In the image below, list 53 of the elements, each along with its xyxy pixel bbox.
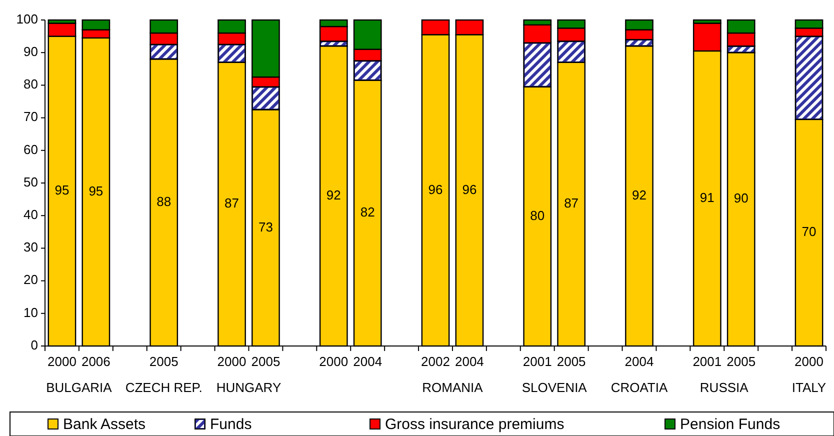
y-tick-label: 20 bbox=[24, 272, 38, 288]
text: CZECH REP. bbox=[125, 380, 202, 395]
x-tick-label: 2005 bbox=[556, 354, 586, 369]
data-label: 95 bbox=[54, 182, 70, 198]
x-tick-label: 2000 bbox=[217, 354, 246, 369]
legend-label: Funds bbox=[210, 416, 252, 433]
text: HUNGARY bbox=[216, 380, 282, 395]
data-label: 87 bbox=[224, 196, 239, 211]
text: RUSSIA bbox=[700, 380, 749, 395]
x-tick-label: 2004 bbox=[454, 354, 484, 369]
y-tick-label: 80 bbox=[24, 76, 38, 92]
data-label: 73 bbox=[258, 219, 273, 234]
data-label: 96 bbox=[428, 182, 443, 197]
y-tick-label: 40 bbox=[24, 207, 38, 222]
data-label: 92 bbox=[326, 187, 341, 202]
x-tick-label: 2002 bbox=[421, 354, 450, 369]
y-tick-label: 50 bbox=[24, 174, 38, 190]
y-tick-label: 100 bbox=[16, 11, 38, 26]
x-tick-label: 2004 bbox=[353, 354, 382, 369]
x-tick-label: 2005 bbox=[251, 354, 280, 369]
x-tick-label: 2006 bbox=[81, 354, 110, 369]
text: BULGARIA bbox=[46, 380, 112, 395]
data-label: 92 bbox=[632, 187, 646, 202]
x-tick-label: 2005 bbox=[149, 354, 178, 369]
data-label: 80 bbox=[530, 208, 545, 223]
data-label: 88 bbox=[156, 194, 172, 209]
legend-label: Bank Assets bbox=[63, 416, 146, 433]
y-tick-label: 30 bbox=[24, 240, 38, 255]
data-label: 82 bbox=[360, 204, 375, 220]
data-label: 87 bbox=[564, 196, 579, 211]
x-tick-label: 2000 bbox=[48, 354, 76, 369]
data-label: 91 bbox=[700, 190, 714, 205]
data-label: 95 bbox=[88, 183, 104, 198]
y-tick-label: 70 bbox=[24, 109, 38, 124]
y-tick-label: 90 bbox=[24, 44, 38, 60]
y-tick-label: 0 bbox=[30, 337, 38, 352]
x-tick-label: 2000 bbox=[319, 354, 348, 369]
text: ROMANIA bbox=[422, 380, 484, 395]
x-tick-label: 2001 bbox=[522, 354, 552, 369]
text: CROATIA bbox=[610, 380, 668, 395]
data-label: 90 bbox=[734, 190, 748, 206]
x-tick-label: 2005 bbox=[726, 354, 756, 369]
legend-label: Gross insurance premiums bbox=[385, 416, 564, 433]
y-tick-label: 60 bbox=[24, 142, 38, 157]
text: ITALY bbox=[792, 380, 826, 395]
data-label: 96 bbox=[462, 182, 477, 197]
legend-label: Pension Funds bbox=[680, 416, 780, 433]
x-tick-label: 2001 bbox=[692, 354, 722, 369]
text: SLOVENIA bbox=[522, 380, 588, 395]
data-label: 70 bbox=[802, 224, 816, 240]
y-tick-label: 10 bbox=[24, 304, 38, 320]
x-tick-label: 2004 bbox=[624, 354, 654, 369]
x-tick-label: 2000 bbox=[794, 354, 824, 369]
